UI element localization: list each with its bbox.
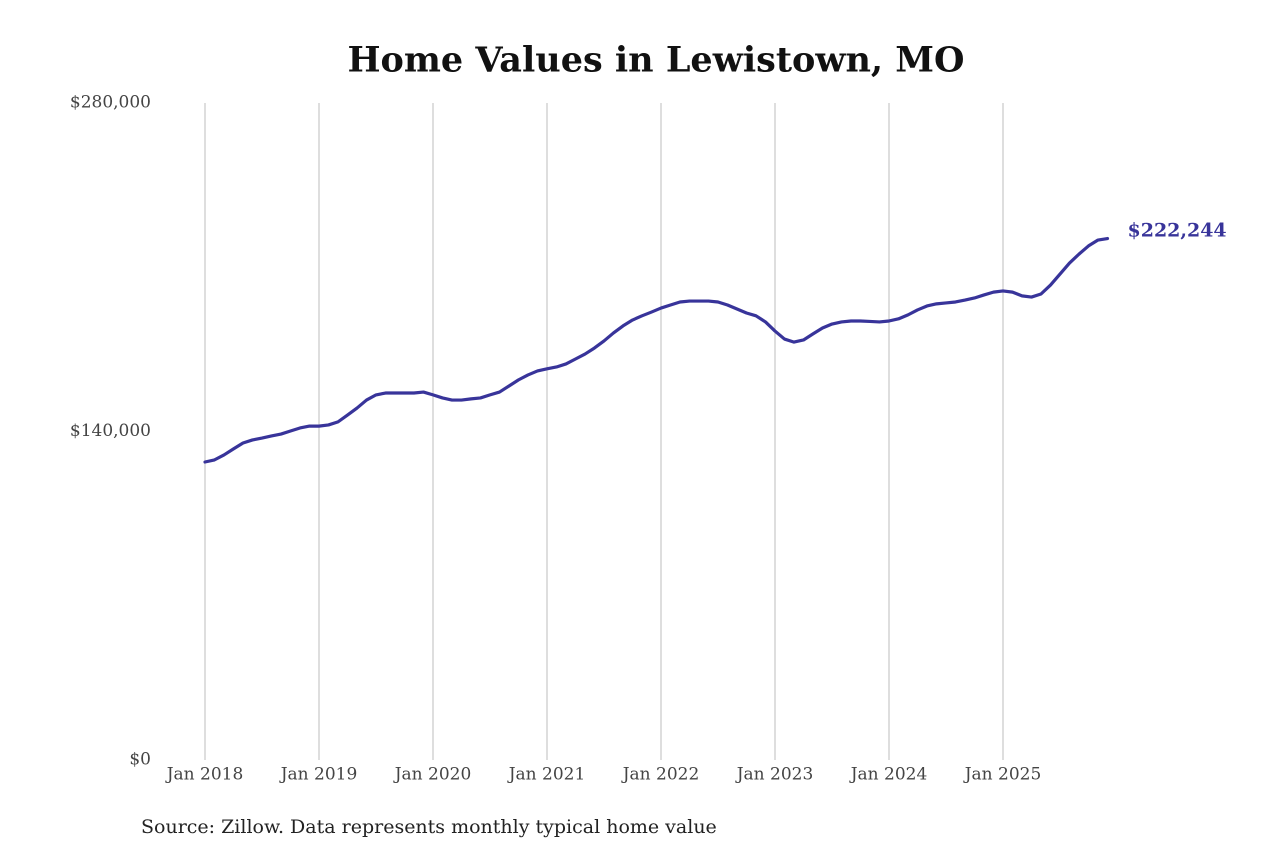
value-label: $222,244 [1128,220,1227,242]
x-tick-label: Jan 2018 [165,765,244,785]
x-tick-label: Jan 2025 [963,765,1042,785]
y-tick-label: $280,000 [70,93,151,113]
line [203,236,1110,464]
x-tick-label: Jan 2019 [279,765,358,785]
x-tick-label: Jan 2024 [849,765,928,785]
y-tick-label: $0 [129,750,151,770]
x-tick-label: Jan 2023 [735,765,814,785]
y-tick-label: $140,000 [70,421,151,441]
x-tick-label: Jan 2021 [507,765,586,785]
source-note: Source: Zillow. Data represents monthly … [141,816,717,838]
x-tick-label: Jan 2022 [621,765,700,785]
x-tick-label: Jan 2020 [393,765,472,785]
chart-title: Home Values in Lewistown, MO [347,40,964,81]
